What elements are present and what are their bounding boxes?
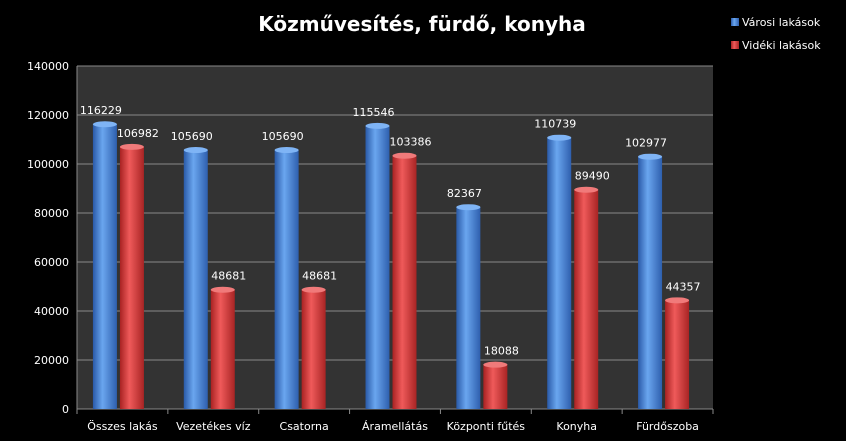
bar-cap	[483, 361, 508, 368]
y-tick-label: 20000	[34, 354, 69, 367]
bar-videki	[574, 189, 599, 409]
bar-varosi	[92, 124, 117, 409]
data-label: 115546	[353, 106, 395, 119]
x-tick-label: Vezetékes víz	[176, 420, 251, 433]
y-tick-label: 60000	[34, 256, 69, 269]
bar-videki	[483, 364, 508, 409]
bar-videki	[210, 289, 235, 409]
y-tick-label: 140000	[27, 60, 69, 73]
bar-cap	[119, 143, 144, 150]
data-labels: 116229 106982 105690 48681 105690 48681 115546…	[80, 104, 701, 357]
y-tick-label: 120000	[27, 109, 69, 122]
bar-varosi	[274, 150, 299, 409]
data-label: 106982	[117, 127, 159, 140]
bar-cap	[92, 121, 117, 128]
bar-varosi	[456, 207, 481, 409]
bar-cap	[274, 147, 299, 154]
data-label: 48681	[211, 270, 246, 283]
x-tick-label: Fürdőszoba	[636, 420, 699, 433]
data-label: 44357	[666, 280, 701, 293]
data-label: 105690	[262, 130, 304, 143]
x-tick-label: Konyha	[556, 420, 597, 433]
data-label: 89490	[575, 170, 610, 183]
bar-cap	[547, 134, 572, 141]
bar-varosi	[365, 125, 390, 410]
x-tick-label: Csatorna	[280, 420, 329, 433]
x-tick-label: Központi fűtés	[447, 420, 526, 433]
legend-swatch	[731, 41, 739, 49]
x-tick-label: Áramellátás	[362, 420, 428, 433]
y-tick-label: 40000	[34, 305, 69, 318]
bar-cap	[183, 147, 208, 154]
bar-cap	[665, 297, 690, 304]
bar-cap	[574, 186, 599, 193]
bar-cap	[392, 152, 417, 159]
bar-cap	[456, 204, 481, 211]
x-tick-label: Összes lakás	[87, 420, 158, 433]
bar-varosi	[547, 137, 572, 409]
bar-varosi	[638, 156, 663, 409]
bar-cap	[301, 286, 326, 293]
bar-videki	[392, 155, 417, 409]
bar-varosi	[183, 150, 208, 409]
data-label: 18088	[484, 345, 519, 358]
bar-cap	[638, 153, 663, 160]
bar-videki	[119, 146, 144, 409]
y-tick-label: 0	[62, 403, 69, 416]
data-label: 102977	[625, 137, 667, 150]
data-label: 48681	[302, 270, 337, 283]
bars	[92, 121, 690, 410]
data-label: 110739	[534, 118, 576, 131]
legend-label: Vidéki lakások	[742, 39, 821, 52]
bar-videki	[665, 300, 690, 409]
legend: Városi lakások Vidéki lakások	[731, 16, 821, 52]
chart-title: Közművesítés, fürdő, konyha	[258, 12, 586, 36]
bar-cap	[210, 286, 235, 293]
bar-videki	[301, 289, 326, 409]
data-label: 105690	[171, 130, 213, 143]
legend-label: Városi lakások	[742, 16, 821, 29]
y-tick-label: 100000	[27, 158, 69, 171]
data-label: 116229	[80, 104, 122, 117]
data-label: 103386	[390, 136, 432, 149]
y-tick-label: 80000	[34, 207, 69, 220]
bar-cap	[365, 122, 390, 129]
y-axis-ticks: 0 20000 40000 60000 80000 100000 120000 140000	[27, 60, 69, 416]
x-axis-categories: Összes lakás Vezetékes víz Csatorna Áramell…	[76, 409, 714, 433]
data-label: 82367	[447, 187, 482, 200]
legend-swatch	[731, 18, 739, 26]
